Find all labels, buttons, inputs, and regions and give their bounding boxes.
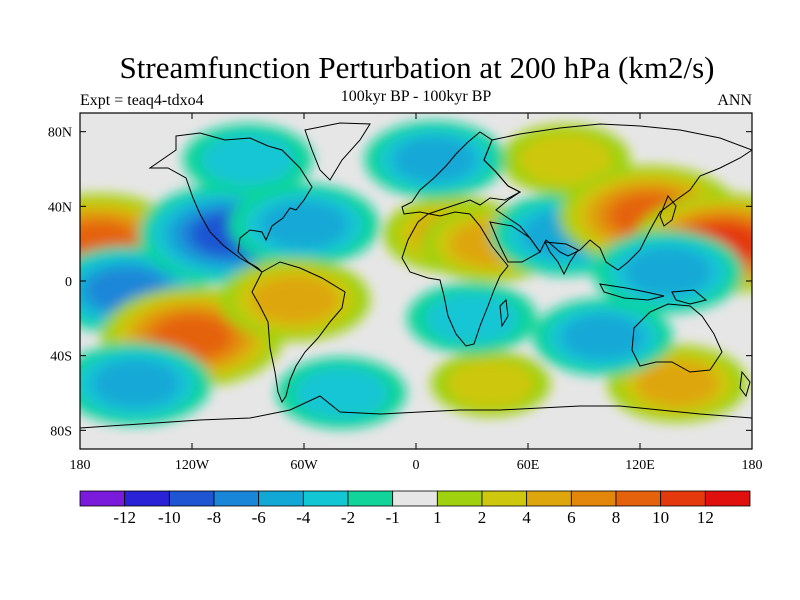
y-tick-label: 80N	[48, 126, 72, 141]
colorbar-label: -6	[252, 508, 266, 527]
colorbar-swatch	[79, 490, 126, 507]
x-tick-label: 0	[413, 458, 420, 473]
colorbar-swatch	[347, 490, 394, 507]
coast-new-zealand	[739, 370, 751, 398]
y-tick-label: 40N	[48, 200, 72, 215]
x-axis: 180 120W 60W 0 60E 120E 180	[70, 113, 763, 473]
x-tick-label: 60E	[517, 458, 540, 473]
y-tick-label: 0	[65, 275, 72, 290]
colorbar-label: -4	[296, 508, 311, 527]
x-tick-label: 180	[742, 458, 763, 473]
coast-india	[544, 241, 579, 276]
colorbar-swatch	[704, 490, 751, 507]
coast-new-guinea	[671, 289, 708, 305]
colorbar: -12 -10 -8 -6 -4 -2 -1 1 2 4 6 8 10 12	[79, 490, 751, 527]
colorbar-swatch	[526, 490, 572, 507]
coast-europe-africa	[401, 131, 522, 347]
colorbar-label: 1	[433, 508, 442, 527]
colorbar-label: -10	[158, 508, 181, 527]
colorbar-label: -2	[341, 508, 355, 527]
colorbar-swatch	[302, 490, 349, 507]
y-axis: 80N 40N 0 40S 80S	[48, 126, 752, 439]
coast-asia	[483, 123, 752, 271]
coast-japan	[659, 195, 677, 227]
colorbar-swatch	[392, 490, 438, 507]
coast-australia	[631, 303, 723, 373]
anomaly-contour-16-2	[636, 361, 719, 407]
coastlines	[80, 122, 752, 429]
x-tick-label: 120E	[625, 458, 655, 473]
anomaly-contour-6-1	[201, 133, 295, 186]
anomaly-contour-3-2	[92, 359, 180, 408]
anomaly-contour-5-2	[260, 201, 348, 249]
chart-subtitle: 100kyr BP - 100kyr BP	[340, 88, 492, 105]
anomaly-contour-19-1	[425, 292, 519, 345]
anomaly-contour-12-1	[518, 133, 613, 186]
colorbar-label: -8	[207, 508, 221, 527]
anomaly-contour-20-2	[393, 137, 476, 183]
chart-title: Streamfunction Perturbation at 200 hPa (…	[119, 50, 715, 85]
anomaly-field	[80, 121, 752, 429]
colorbar-swatch	[436, 490, 483, 507]
colorbar-label: -12	[113, 508, 136, 527]
coast-antarctica	[80, 395, 752, 429]
coast-madagascar	[499, 298, 509, 328]
colorbar-swatch	[258, 490, 304, 507]
anomaly-contour-8-1	[294, 367, 389, 419]
anomaly-contour-7-2	[251, 275, 339, 324]
anomaly-contour-17-2	[561, 314, 644, 360]
colorbar-label: -1	[386, 508, 400, 527]
colorbar-label: 10	[652, 508, 669, 527]
y-tick-label: 80S	[50, 424, 72, 439]
anomaly-contour-15-2	[624, 247, 712, 296]
colorbar-swatch	[615, 490, 662, 507]
colorbar-swatch	[124, 490, 170, 507]
colorbar-swatch	[168, 490, 215, 507]
colorbar-swatch	[213, 490, 260, 507]
colorbar-swatch	[481, 490, 528, 507]
coast-indonesia	[599, 283, 665, 301]
colorbar-label: 12	[697, 508, 714, 527]
x-tick-label: 60W	[290, 458, 318, 473]
colorbar-label: 4	[522, 508, 531, 527]
season-label: ANN	[717, 92, 752, 109]
x-tick-label: 120W	[175, 458, 210, 473]
coast-north-america	[148, 132, 313, 273]
anomaly-contour-18-1	[447, 359, 535, 408]
colorbar-swatch	[570, 490, 617, 507]
y-tick-label: 40S	[50, 350, 72, 365]
colorbar-swatch	[660, 490, 706, 507]
coast-greenland	[304, 122, 371, 181]
map-area	[80, 113, 752, 449]
colorbar-label: 8	[612, 508, 621, 527]
colorbar-label: 2	[478, 508, 487, 527]
experiment-label: Expt = teaq4-tdxo4	[80, 92, 204, 109]
colorbar-label: 6	[567, 508, 576, 527]
coast-south-america	[251, 261, 346, 404]
x-tick-label: 180	[70, 458, 91, 473]
coast-arabia	[489, 221, 541, 263]
